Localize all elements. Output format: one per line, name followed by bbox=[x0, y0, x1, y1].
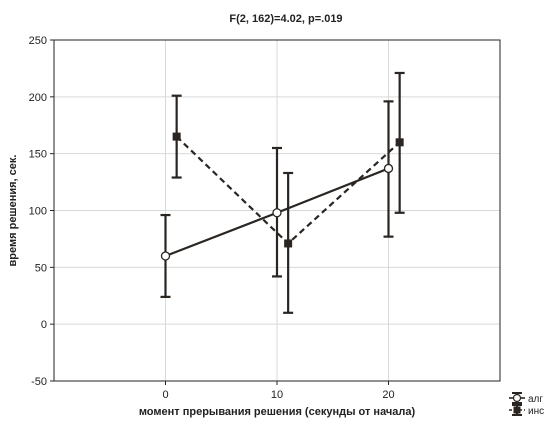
legend-label: инс bbox=[528, 406, 544, 417]
y-tick-label: 0 bbox=[41, 319, 47, 331]
data-point bbox=[160, 251, 171, 261]
series-layer bbox=[160, 71, 405, 314]
series-1 bbox=[160, 100, 394, 298]
x-axis-label: момент прерывания решения (секунды от на… bbox=[139, 406, 416, 418]
y-tick-label: 100 bbox=[29, 206, 47, 218]
y-tick-label: 50 bbox=[35, 262, 47, 274]
x-tick-label: 10 bbox=[271, 389, 283, 401]
x-tick-label: 20 bbox=[382, 389, 394, 401]
series-2 bbox=[171, 71, 405, 314]
y-tick-label: 200 bbox=[29, 92, 47, 104]
y-tick-label: 250 bbox=[29, 35, 47, 47]
data-point bbox=[284, 239, 293, 248]
x-axis: 0 10 20 bbox=[162, 381, 395, 401]
y-axis-label: время решения, сек. bbox=[7, 155, 19, 267]
x-tick-label: 0 bbox=[162, 389, 168, 401]
data-point bbox=[383, 163, 394, 174]
y-tick-label: 150 bbox=[29, 149, 47, 161]
legend-marker bbox=[512, 393, 522, 403]
y-axis: -50 0 50 100 150 200 250 bbox=[29, 35, 54, 388]
data-point bbox=[395, 138, 404, 147]
chart-title: F(2, 162)=4.02, p=.019 bbox=[229, 13, 342, 25]
legend-label: алг bbox=[528, 394, 543, 405]
legend-marker bbox=[513, 406, 521, 414]
y-tick-label: -50 bbox=[31, 376, 47, 388]
data-point bbox=[172, 132, 181, 141]
data-point bbox=[272, 208, 282, 218]
